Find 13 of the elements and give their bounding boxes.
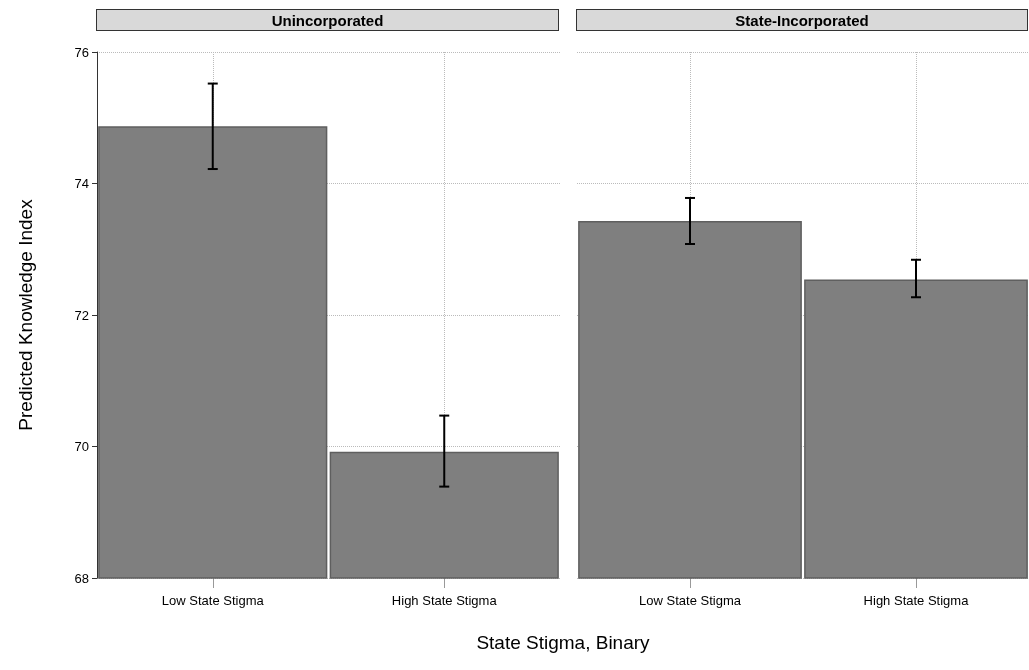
x-tick-label: Low State Stigma [161, 593, 265, 608]
chart-title: Unincorporated [271, 11, 384, 29]
y-tick-label: 76 [74, 44, 89, 60]
chart-title: State-Incorporated [735, 11, 869, 29]
y-tick-label: 72 [74, 307, 89, 323]
y-axis-title: Predicted Knowledge Index [15, 198, 36, 431]
x-tick-label: High State Stigma [863, 593, 970, 608]
y-tick-label: 70 [74, 439, 89, 454]
x-tick-label: High State Stigma [391, 593, 498, 608]
x-tick-label: Low State Stigma [639, 593, 742, 608]
y-tick-label: 74 [74, 176, 89, 191]
y-tick-label: 68 [74, 570, 89, 586]
x-axis-title: State Stigma, Binary [475, 632, 651, 654]
